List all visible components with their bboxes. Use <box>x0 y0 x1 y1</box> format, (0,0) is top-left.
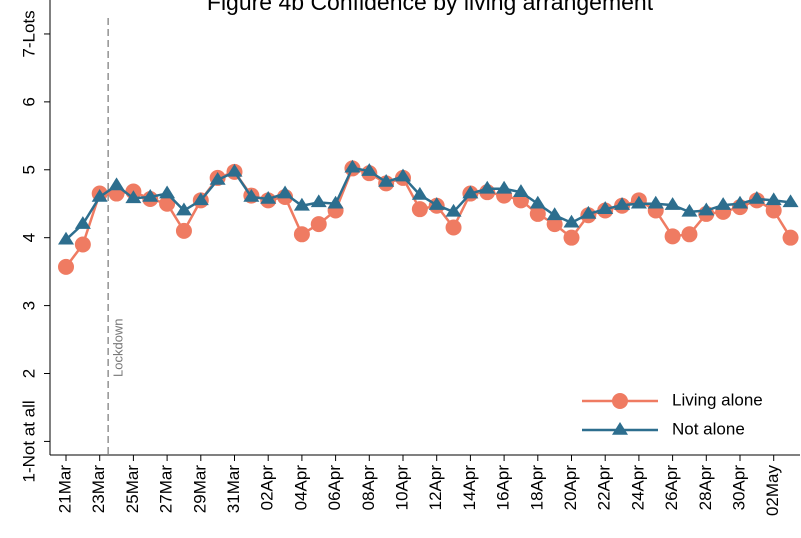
x-tick-label: 02May <box>763 465 782 517</box>
marker <box>175 202 192 216</box>
marker <box>209 171 226 185</box>
annotation: Lockdown <box>111 318 126 377</box>
x-tick-label: 18Apr <box>527 465 546 511</box>
legend-marker <box>612 393 628 409</box>
marker <box>563 229 580 246</box>
y-tick-label: 4 <box>19 233 38 242</box>
marker <box>175 222 192 239</box>
marker <box>529 205 546 222</box>
y-tick-label: 5 <box>19 165 38 174</box>
legend-marker <box>612 422 628 435</box>
marker <box>698 202 715 216</box>
x-tick-label: 06Apr <box>325 465 344 511</box>
marker <box>681 226 698 243</box>
marker <box>428 197 445 210</box>
marker <box>445 219 462 236</box>
marker <box>91 188 108 202</box>
marker <box>462 185 479 199</box>
y-tick-label: 2 <box>19 369 38 378</box>
marker <box>782 194 799 208</box>
x-tick-label: 23Mar <box>89 465 108 514</box>
x-tick-label: 14Apr <box>460 465 479 511</box>
x-tick-label: 29Mar <box>190 465 209 514</box>
marker <box>496 180 513 194</box>
marker <box>765 192 782 206</box>
marker <box>327 195 344 209</box>
x-tick-label: 27Mar <box>157 465 176 514</box>
x-tick-label: 16Apr <box>494 465 513 511</box>
y-tick-label: 6 <box>19 97 38 106</box>
marker <box>479 180 496 194</box>
x-tick-label: 12Apr <box>426 465 445 511</box>
marker <box>192 192 209 206</box>
y-tick-label: 1-Not at all <box>19 400 38 482</box>
x-tick-label: 20Apr <box>561 465 580 511</box>
x-tick-label: 31Mar <box>224 465 243 514</box>
marker <box>159 195 176 212</box>
marker <box>630 195 647 209</box>
marker <box>74 236 91 253</box>
x-tick-label: 02Apr <box>258 465 277 511</box>
marker <box>715 197 732 210</box>
marker <box>293 197 310 211</box>
x-tick-label: 10Apr <box>392 465 411 511</box>
legend-label: Not alone <box>672 419 745 438</box>
y-tick-label: 3 <box>19 301 38 310</box>
marker <box>142 188 159 202</box>
y-tick-label: 7-Lots <box>19 10 38 57</box>
x-tick-label: 21Mar <box>55 465 74 514</box>
marker <box>614 197 631 210</box>
marker <box>344 159 361 173</box>
marker <box>664 197 681 210</box>
marker <box>58 231 74 245</box>
marker <box>529 195 546 209</box>
marker <box>681 203 698 217</box>
marker <box>580 205 597 219</box>
x-tick-label: 30Apr <box>729 465 748 511</box>
marker <box>546 216 563 233</box>
x-tick-label: 28Apr <box>696 465 715 511</box>
marker <box>361 163 378 176</box>
marker <box>732 195 748 209</box>
series-line <box>65 166 792 268</box>
x-tick-label: 25Mar <box>123 465 142 514</box>
marker <box>310 194 327 208</box>
marker <box>243 188 260 202</box>
x-tick-label: 22Apr <box>595 465 614 511</box>
marker <box>378 174 395 187</box>
marker <box>58 258 74 275</box>
marker <box>647 195 664 209</box>
marker <box>277 185 294 199</box>
x-tick-label: 04Apr <box>291 465 310 511</box>
x-tick-label: 26Apr <box>662 465 681 511</box>
marker <box>395 168 411 182</box>
marker <box>226 163 243 177</box>
marker <box>546 207 563 221</box>
legend-label: Living alone <box>672 390 763 409</box>
marker <box>310 216 327 233</box>
marker <box>159 185 176 199</box>
x-tick-label: 24Apr <box>628 465 647 511</box>
marker <box>125 190 142 204</box>
marker <box>411 186 428 200</box>
marker <box>512 184 529 197</box>
chart-title: Figure 4b Confidence by living arrangeme… <box>207 0 654 15</box>
marker <box>563 214 580 228</box>
marker <box>74 216 91 229</box>
marker <box>411 201 428 218</box>
x-tick-label: 08Apr <box>359 465 378 511</box>
marker <box>445 203 462 217</box>
marker <box>748 190 765 204</box>
marker <box>782 229 799 246</box>
marker <box>765 202 782 219</box>
marker <box>260 190 277 204</box>
marker <box>293 226 310 243</box>
marker <box>664 228 681 245</box>
marker <box>108 177 125 191</box>
marker <box>597 201 614 214</box>
